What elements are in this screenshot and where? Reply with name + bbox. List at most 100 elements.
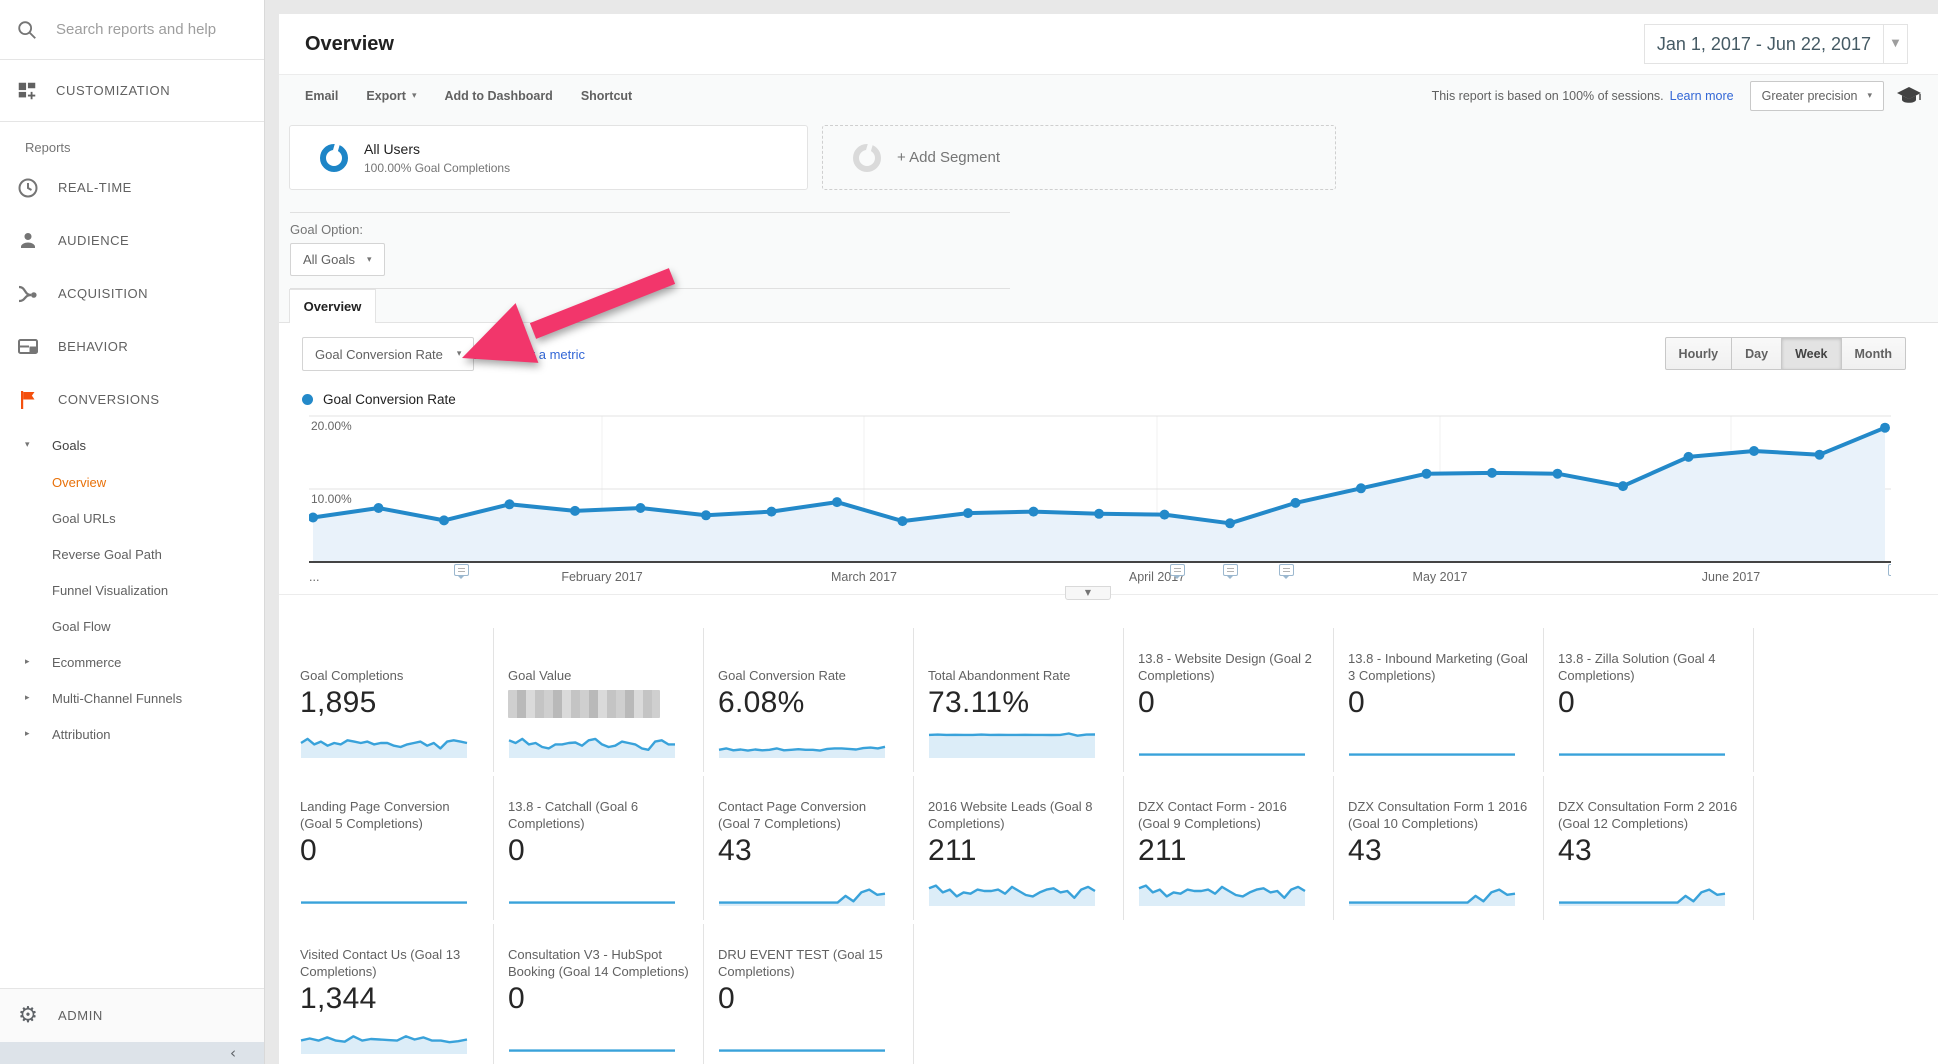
metric-card[interactable]: DZX Contact Form - 2016 (Goal 9 Completi… xyxy=(1124,776,1334,920)
sidebar-item-funnel-visualization[interactable]: Funnel Visualization xyxy=(52,582,169,598)
metric-card-title: 13.8 - Website Design (Goal 2 Completion… xyxy=(1138,651,1312,683)
sidebar-item-goal-flow[interactable]: Goal Flow xyxy=(52,618,111,634)
sidebar-item-label: CONVERSIONS xyxy=(58,392,160,407)
metric-card[interactable]: Consultation V3 - HubSpot Booking (Goal … xyxy=(494,924,704,1064)
segment-texts: All Users 100.00% Goal Completions xyxy=(364,141,510,175)
metric-card[interactable]: Goal Completions 1,895 xyxy=(300,628,494,772)
legend-dot-icon xyxy=(302,394,313,405)
learn-more-link[interactable]: Learn more xyxy=(1669,89,1734,103)
metric-dropdown[interactable]: Goal Conversion Rate ▾ xyxy=(302,337,475,371)
sidebar-collapsed-sections: ▸ Ecommerce ▸ Multi-Channel Funnels ▸ Attribu… xyxy=(0,644,264,752)
sidebar-search[interactable] xyxy=(0,0,264,60)
annotation-marker-icon[interactable] xyxy=(1170,564,1185,579)
metric-card[interactable]: Goal Conversion Rate 6.08% xyxy=(704,628,914,772)
metric-card-value: 6.08% xyxy=(718,686,805,719)
sidebar-item-overview[interactable]: Overview xyxy=(52,474,107,490)
precision-dropdown[interactable]: Greater precision ▾ xyxy=(1749,81,1884,111)
metric-card[interactable]: DRU EVENT TEST (Goal 15 Completions) 0 xyxy=(704,924,914,1064)
sidebar-item-label: REAL-TIME xyxy=(58,180,132,195)
metric-card-sparkline xyxy=(718,1024,886,1059)
chevron-down-icon: ▼ xyxy=(1884,24,1908,64)
sparkline-chart xyxy=(719,1049,885,1052)
divider xyxy=(290,288,1010,289)
metric-card[interactable]: 13.8 - Zilla Solution (Goal 4 Completion… xyxy=(1544,628,1754,772)
metric-card[interactable]: 13.8 - Catchall (Goal 6 Completions) 0 xyxy=(494,776,704,920)
sidebar-item-attribution[interactable]: ▸ Attribution xyxy=(0,716,264,752)
annotation-marker-icon[interactable] xyxy=(1279,564,1294,579)
metric-card[interactable]: Total Abandonment Rate 73.11% xyxy=(914,628,1124,772)
export-button[interactable]: Export ▾ xyxy=(366,89,416,103)
email-button[interactable]: Email xyxy=(305,89,338,103)
x-axis-month-label: February 2017 xyxy=(561,570,643,584)
metric-card-value: 0 xyxy=(300,834,317,867)
reports-section-label: Reports xyxy=(25,140,71,155)
granularity-week[interactable]: Week xyxy=(1782,337,1842,370)
metric-card[interactable]: Contact Page Conversion (Goal 7 Completi… xyxy=(704,776,914,920)
sidebar-item-ecommerce[interactable]: ▸ Ecommerce xyxy=(0,644,264,680)
annotations-expander[interactable]: ▼ xyxy=(1065,586,1111,600)
metric-card-value: 0 xyxy=(508,834,525,867)
vs-label: VS. xyxy=(471,347,492,362)
metric-card-sparkline xyxy=(1138,728,1306,763)
sidebar-item-goals[interactable]: ▾ Goals xyxy=(0,426,264,464)
sparkline-chart xyxy=(928,884,1096,906)
add-to-dashboard-button[interactable]: Add to Dashboard xyxy=(444,89,552,103)
sidebar-item-goal-urls[interactable]: Goal URLs xyxy=(52,510,116,526)
metric-card-title: Consultation V3 - HubSpot Booking (Goal … xyxy=(508,947,689,979)
granularity-day[interactable]: Day xyxy=(1732,337,1783,370)
metric-card-title: DZX Consultation Form 1 2016 (Goal 10 Co… xyxy=(1348,799,1528,831)
granularity-button-group: Hourly Day Week Month xyxy=(1664,337,1906,370)
granularity-month[interactable]: Month xyxy=(1841,337,1906,370)
chevron-down-icon: ▾ xyxy=(25,440,30,450)
sidebar-item-real-time[interactable]: REAL-TIME xyxy=(0,161,264,214)
annotation-marker-icon[interactable] xyxy=(1223,564,1238,579)
metric-card[interactable]: Goal Value xyxy=(494,628,704,772)
chevron-down-icon: ▾ xyxy=(411,91,417,101)
metric-card-value: 0 xyxy=(508,982,525,1015)
sidebar-item-conversions[interactable]: CONVERSIONS xyxy=(0,373,264,426)
metric-card[interactable]: 13.8 - Website Design (Goal 2 Completion… xyxy=(1124,628,1334,772)
select-metric-link[interactable]: Select a metric xyxy=(499,347,585,362)
sidebar-item-customization[interactable]: CUSTOMIZATION xyxy=(0,60,264,122)
metric-card-title: Visited Contact Us (Goal 13 Completions) xyxy=(300,947,461,979)
segment-detail: 100.00% Goal Completions xyxy=(364,160,511,175)
x-axis-start-label: ... xyxy=(309,570,320,584)
annotation-marker-icon[interactable] xyxy=(454,564,469,579)
metric-card[interactable]: DZX Consultation Form 2 2016 (Goal 12 Co… xyxy=(1544,776,1754,920)
shortcut-button[interactable]: Shortcut xyxy=(581,89,632,103)
metric-card[interactable]: DZX Consultation Form 1 2016 (Goal 10 Co… xyxy=(1334,776,1544,920)
annotation-marker-icon[interactable] xyxy=(1888,564,1891,576)
collapse-sidebar-icon[interactable]: ‹ xyxy=(230,1044,236,1062)
graduation-cap-icon[interactable] xyxy=(1896,85,1922,107)
goal-conversion-rate-line-chart[interactable] xyxy=(309,410,1891,570)
add-segment-label: + Add Segment xyxy=(897,149,1000,166)
sidebar-item-reverse-goal-path[interactable]: Reverse Goal Path xyxy=(52,546,162,562)
metric-card[interactable]: 2016 Website Leads (Goal 8 Completions) 2… xyxy=(914,776,1124,920)
metric-card-title: 2016 Website Leads (Goal 8 Completions) xyxy=(928,799,1093,831)
goal-option-dropdown[interactable]: All Goals ▾ xyxy=(290,243,385,276)
metric-card[interactable]: Landing Page Conversion (Goal 5 Completi… xyxy=(300,776,494,920)
timeseries-chart[interactable]: 20.00% 10.00% ... February 2017 March 201… xyxy=(309,410,1891,590)
metric-card[interactable]: 13.8 - Inbound Marketing (Goal 3 Complet… xyxy=(1334,628,1544,772)
sparkline-chart xyxy=(301,901,467,904)
sidebar-item-acquisition[interactable]: ACQUISITION xyxy=(0,267,264,320)
sidebar-item-behavior[interactable]: BEHAVIOR xyxy=(0,320,264,373)
granularity-hourly[interactable]: Hourly xyxy=(1664,337,1733,370)
sparkline-chart xyxy=(300,1035,468,1054)
date-range-selector[interactable]: Jan 1, 2017 - Jun 22, 2017 ▼ xyxy=(1643,24,1908,64)
admin-label: ADMIN xyxy=(58,1008,103,1023)
sidebar-item-multi-channel-funnels[interactable]: ▸ Multi-Channel Funnels xyxy=(0,680,264,716)
sparkline-chart xyxy=(1559,753,1725,756)
chevron-right-icon: ▸ xyxy=(25,657,30,667)
segment-all-users[interactable]: All Users 100.00% Goal Completions xyxy=(289,125,808,190)
metric-card-title: DRU EVENT TEST (Goal 15 Completions) xyxy=(718,947,883,979)
metric-card[interactable]: Visited Contact Us (Goal 13 Completions)… xyxy=(300,924,494,1064)
sidebar-item-audience[interactable]: AUDIENCE xyxy=(0,214,264,267)
sidebar: CUSTOMIZATION Reports REAL-TIME AUDIENCE A… xyxy=(0,0,265,1064)
person-icon xyxy=(16,229,40,253)
goal-option-label: Goal Option: xyxy=(290,222,363,237)
add-segment-button[interactable]: + Add Segment xyxy=(822,125,1336,190)
tab-overview[interactable]: Overview xyxy=(289,289,376,323)
sidebar-item-admin[interactable]: ⚙ ADMIN xyxy=(0,988,264,1042)
search-input[interactable] xyxy=(56,21,236,38)
